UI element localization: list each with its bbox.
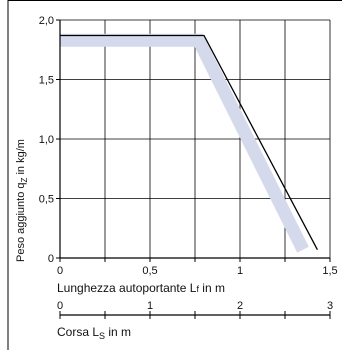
y-tick-label: 1,5 <box>39 75 54 87</box>
limit-series-line <box>60 34 318 250</box>
x-tick-label: 1 <box>237 265 243 277</box>
y-axis-label-text: Peso aggiunto q <box>15 182 27 262</box>
x-tick-label: 1,5 <box>322 265 337 277</box>
y-tick-label: 1,0 <box>39 134 54 146</box>
x-axis-secondary-label: Corsa LS in m <box>57 325 131 341</box>
x-axis-primary-label-sub: f <box>196 284 199 294</box>
x-axis-secondary-label-text: Corsa L <box>57 325 99 339</box>
x-tick-label: 0,5 <box>142 265 157 277</box>
x2-tick-label: 3 <box>327 300 333 312</box>
y-tick-label: 2,0 <box>39 15 54 27</box>
x-axis-primary-label: Lunghezza autoportante Lf in m <box>57 281 225 295</box>
y-tick-label: 0,5 <box>39 194 54 206</box>
y-axis-label-unit: in kg/m <box>15 139 27 178</box>
axes <box>56 19 331 319</box>
band-area <box>60 33 309 253</box>
x2-tick-label: 1 <box>147 300 153 312</box>
x-axis-secondary-label-sub: S <box>99 331 105 341</box>
band-series-line <box>60 33 309 253</box>
y-axis-label-sub: Z <box>20 177 29 182</box>
x-tick-label: 0 <box>57 265 63 277</box>
y-tick-label: 0 <box>48 253 54 265</box>
x2-tick-label: 0 <box>57 300 63 312</box>
limit-curve <box>60 34 318 250</box>
x-axis-primary-label-unit: in m <box>199 281 225 295</box>
y-axis-label: Peso aggiunto qZ in kg/m <box>15 139 29 262</box>
x-axis-secondary-label-unit: in m <box>105 325 131 339</box>
tick-labels: 0 0,5 1,0 1,5 2,0 0 0,5 1 1,5 0 1 2 3 <box>39 15 338 312</box>
x2-tick-label: 2 <box>237 300 243 312</box>
x-axis-primary-label-text: Lunghezza autoportante L <box>57 281 197 295</box>
